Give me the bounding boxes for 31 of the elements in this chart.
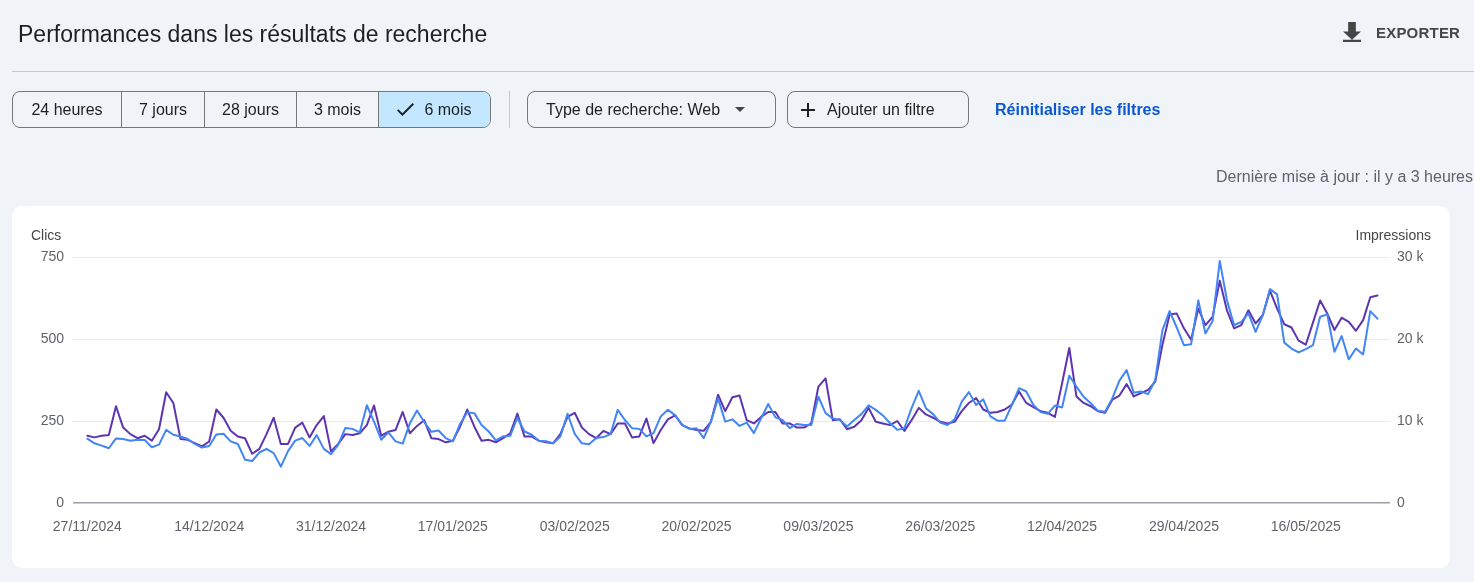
button[interactable]: EXPORTER	[1343, 21, 1461, 43]
chart-title: Performances dans les résultats de recherche	[18, 20, 488, 49]
y-tick-label: 250	[40, 411, 65, 428]
toggle-button[interactable]: 24 heures	[13, 92, 121, 127]
y-tick-label: 0	[56, 493, 65, 510]
y2-tick-label: 20 k	[1397, 329, 1425, 346]
text: Dernière mise à jour : il y a 3 heures	[1216, 167, 1473, 187]
toggle-button[interactable]: 28 jours	[204, 92, 296, 127]
x-tick-label: 20/02/2025	[661, 518, 732, 535]
x-tick-label: 29/04/2025	[1148, 518, 1220, 535]
x-tick-label: 16/05/2025	[1270, 518, 1342, 535]
y2-axis-title: Impressions	[1355, 226, 1431, 243]
x-tick-label: 27/11/2024	[52, 518, 123, 535]
x-tick-label: 12/04/2025	[1027, 518, 1098, 535]
x-tick-label: 14/12/2024	[174, 518, 245, 535]
y-tick-label: 500	[40, 329, 65, 346]
x-tick-label: 17/01/2025	[417, 518, 489, 535]
y2-tick-label: 30 k	[1397, 247, 1425, 264]
y-axis-title: Clics	[31, 226, 62, 243]
button[interactable]: Ajouter un filtre	[787, 91, 969, 128]
x-tick-label: 03/02/2025	[539, 518, 610, 535]
dropdown[interactable]: Type de recherche: Web	[527, 91, 776, 128]
link[interactable]: Réinitialiser les filtres	[995, 100, 1161, 120]
y2-tick-label: 10 k	[1397, 411, 1425, 428]
toggle-button[interactable]: 6 mois	[378, 92, 490, 127]
y-tick-label: 750	[40, 247, 65, 264]
x-tick-label: 26/03/2025	[905, 518, 976, 535]
y2-tick-label: 0	[1397, 493, 1405, 510]
toggle-button[interactable]: 7 jours	[121, 92, 204, 127]
x-tick-label: 31/12/2024	[295, 518, 367, 535]
x-tick-label: 09/03/2025	[783, 518, 854, 535]
